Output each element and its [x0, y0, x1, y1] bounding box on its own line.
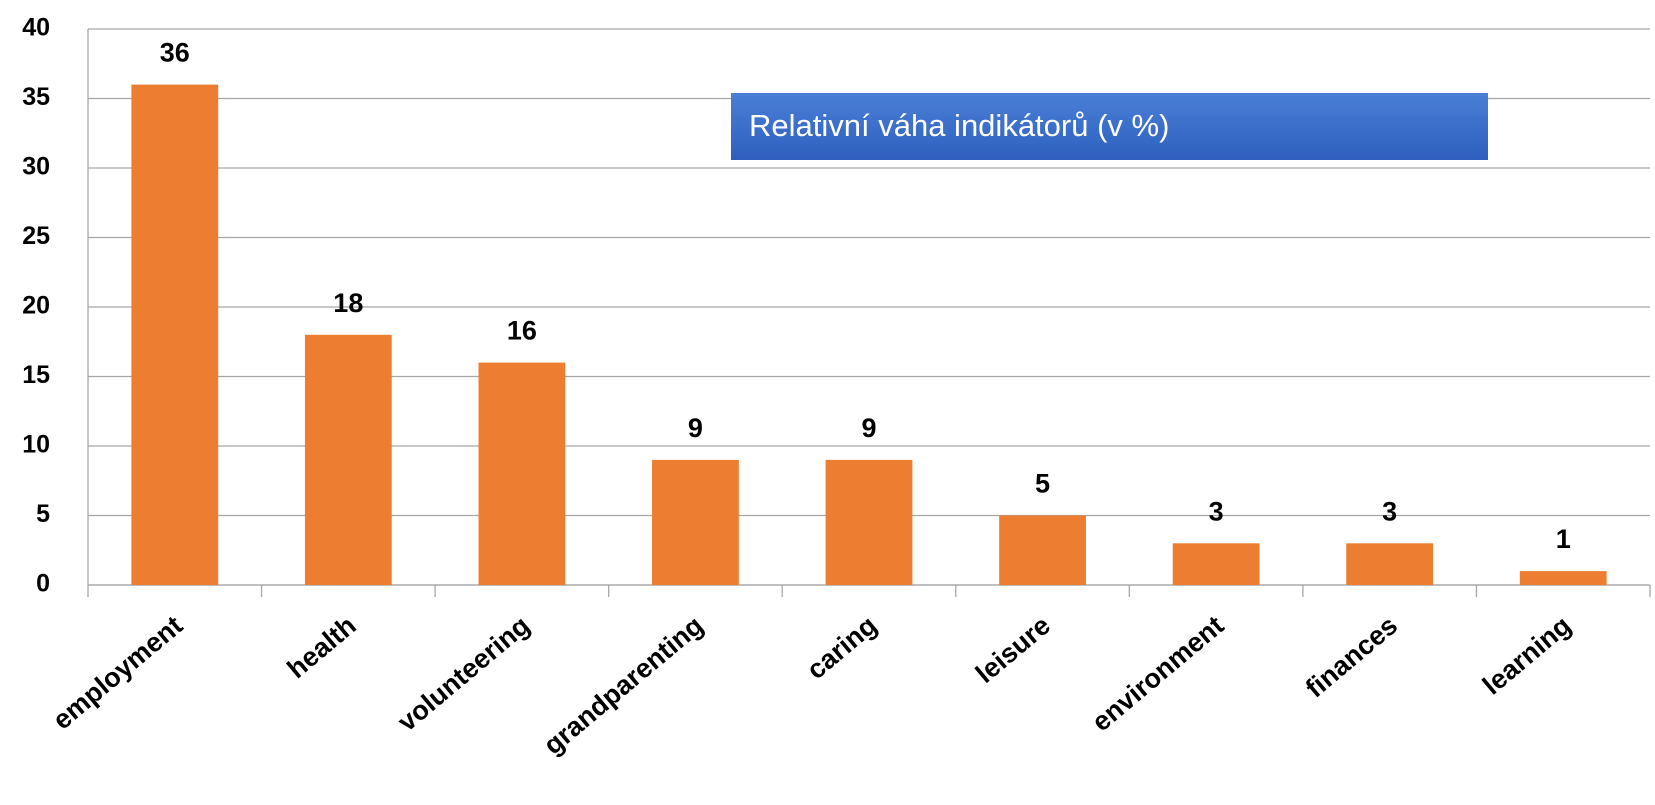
- data-label: 9: [688, 413, 703, 443]
- bar: [478, 362, 566, 585]
- y-tick-label: 40: [22, 14, 50, 42]
- data-label: 1: [1556, 524, 1571, 554]
- y-tick-label: 20: [22, 292, 50, 320]
- x-tick-label: volunteering: [392, 610, 535, 737]
- x-tick-label: grandparenting: [538, 610, 709, 760]
- y-tick-label: 0: [36, 570, 50, 598]
- data-label: 18: [333, 288, 363, 318]
- x-tick-label: finances: [1300, 610, 1403, 703]
- x-tick-label: caring: [801, 610, 882, 685]
- data-label: 3: [1382, 496, 1397, 526]
- x-tick-label: learning: [1477, 610, 1577, 700]
- data-label: 3: [1209, 496, 1224, 526]
- bar: [131, 84, 219, 585]
- bar: [1346, 543, 1434, 585]
- y-tick-label: 35: [22, 83, 50, 111]
- y-tick-label: 30: [22, 153, 50, 181]
- bar: [652, 459, 739, 585]
- bar: [1172, 543, 1260, 585]
- y-tick-label: 15: [22, 361, 50, 389]
- data-label: 36: [160, 38, 190, 68]
- x-tick-label: employment: [47, 610, 188, 735]
- bar: [304, 334, 392, 585]
- annotation: Relativní váha indikátorů (v %): [749, 108, 1169, 143]
- bar: [825, 459, 913, 585]
- data-label: 9: [861, 413, 876, 443]
- bar: [1519, 571, 1607, 585]
- data-label: 5: [1035, 469, 1050, 499]
- x-tick-label: environment: [1086, 610, 1229, 737]
- x-tick-label: leisure: [970, 610, 1056, 689]
- y-tick-label: 10: [22, 431, 50, 459]
- annotation-box: [731, 93, 1488, 160]
- y-tick-label: 25: [22, 222, 50, 250]
- data-label: 16: [507, 316, 537, 346]
- bar: [999, 515, 1086, 585]
- x-tick-label: health: [282, 610, 362, 684]
- y-tick-label: 5: [36, 500, 50, 528]
